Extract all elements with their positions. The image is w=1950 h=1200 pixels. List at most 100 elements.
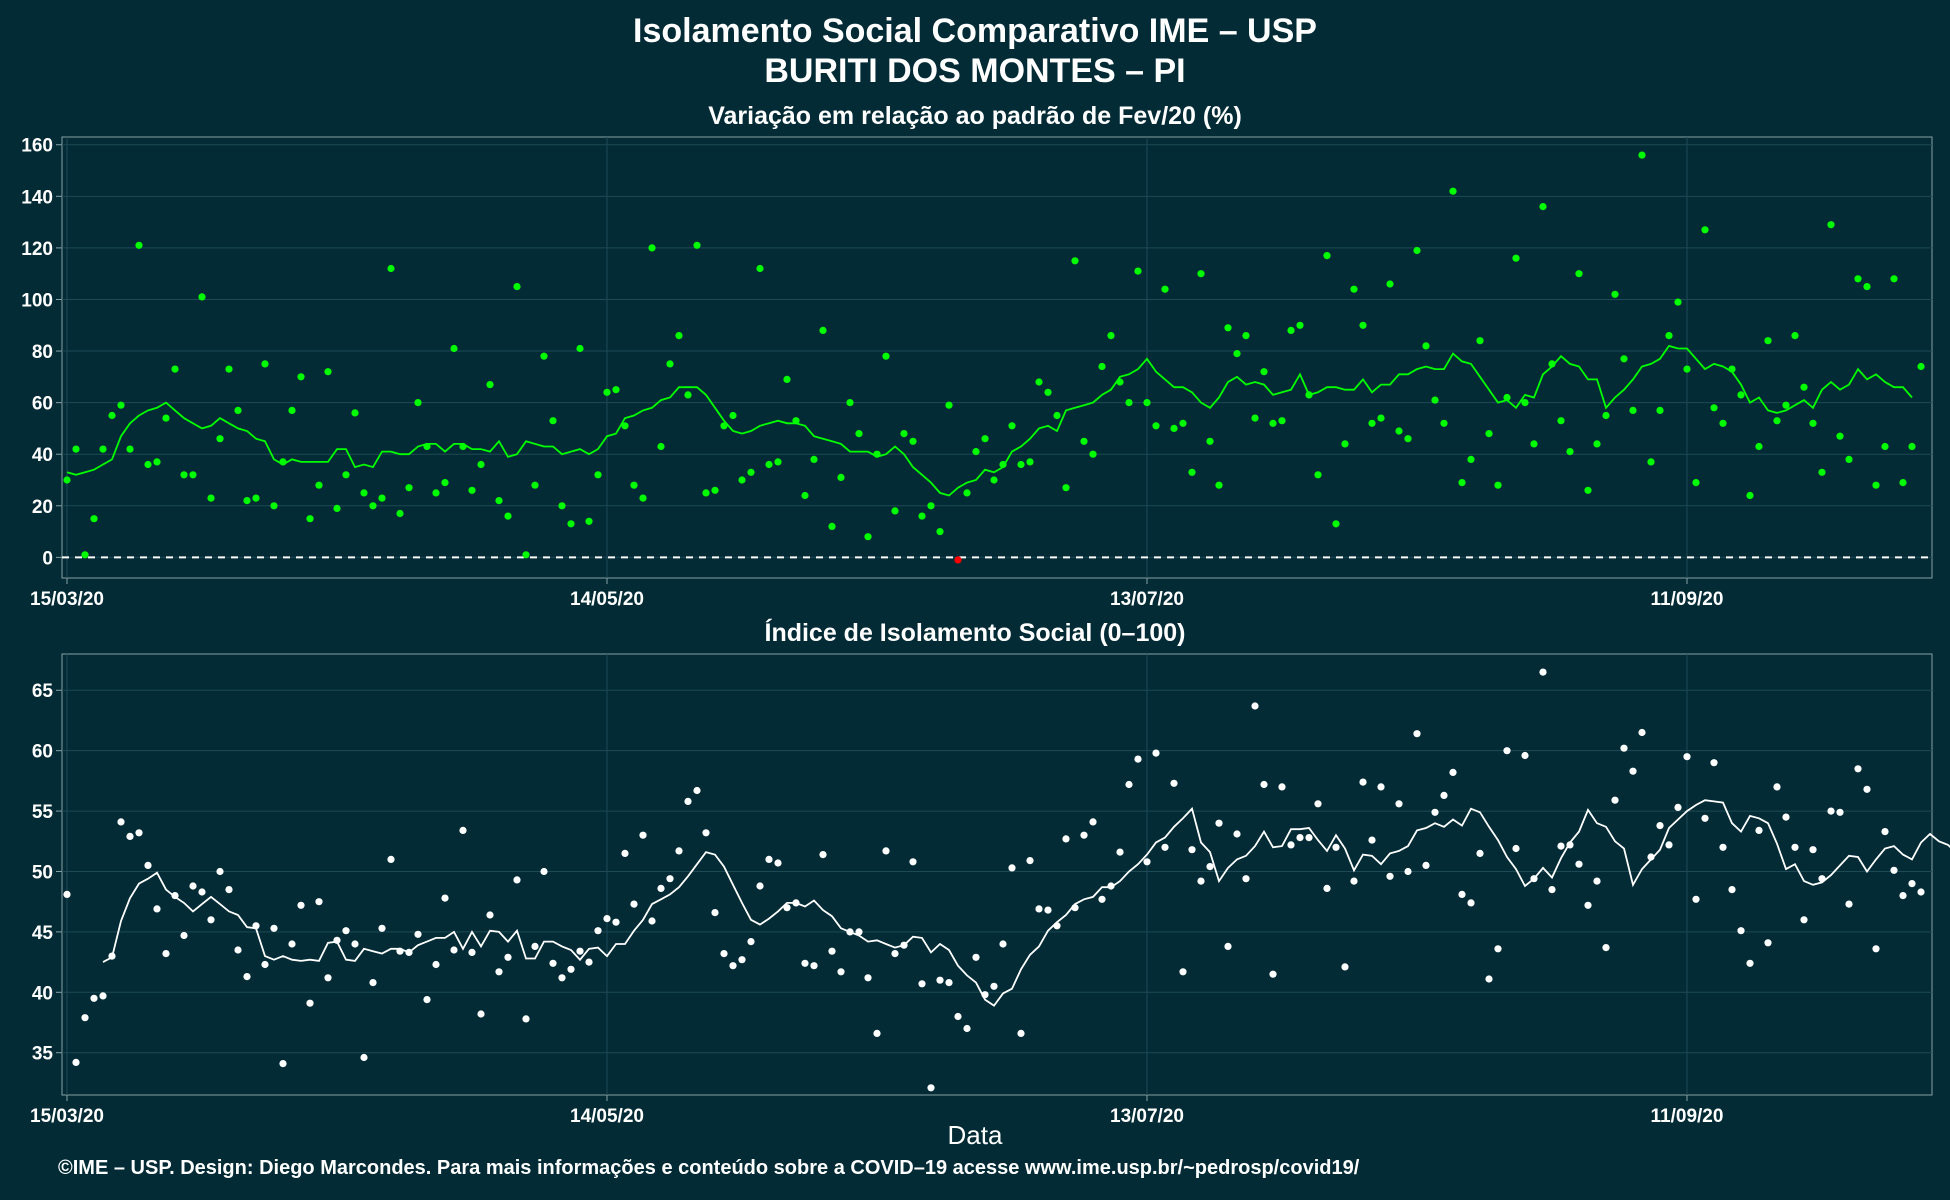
variation-data-point xyxy=(414,399,422,407)
variation-data-point xyxy=(1233,350,1241,358)
variation-data-point xyxy=(135,241,143,249)
variation-data-point xyxy=(1440,419,1448,427)
index-data-point xyxy=(1449,768,1457,777)
index-data-point xyxy=(441,894,449,902)
index-data-point xyxy=(1269,970,1277,978)
index-data-point xyxy=(1773,783,1781,791)
index-data-point xyxy=(162,950,170,958)
variation-data-point xyxy=(1476,337,1484,345)
index-y-tick-label: 55 xyxy=(32,802,54,823)
chart-title-line-1: Isolamento Social Comparativo IME – USP xyxy=(633,12,1317,50)
variation-data-point xyxy=(1152,422,1160,430)
index-data-point xyxy=(1584,901,1592,909)
index-data-point xyxy=(1440,791,1448,800)
index-data-point xyxy=(1872,945,1880,953)
variation-data-point xyxy=(180,471,188,479)
index-data-point xyxy=(639,831,647,839)
index-data-point xyxy=(1215,819,1223,827)
variation-data-point xyxy=(1260,368,1268,376)
variation-data-point xyxy=(540,352,548,360)
variation-data-point xyxy=(1341,440,1349,448)
variation-data-point xyxy=(90,515,98,523)
variation-data-point xyxy=(648,244,656,252)
index-data-point xyxy=(1737,927,1745,935)
index-data-point xyxy=(1422,861,1430,870)
index-data-point xyxy=(180,931,188,940)
index-data-point xyxy=(801,959,809,967)
index-data-point xyxy=(243,973,251,981)
variation-x-tick-label: 14/05/20 xyxy=(570,589,644,610)
index-data-point xyxy=(711,909,719,917)
index-data-point xyxy=(1080,831,1088,839)
variation-data-point xyxy=(855,430,863,438)
variation-data-point xyxy=(567,520,575,528)
variation-data-point xyxy=(1881,442,1889,451)
variation-data-point xyxy=(1404,435,1412,443)
variation-data-point xyxy=(342,471,350,479)
index-data-point xyxy=(783,904,791,912)
index-data-point xyxy=(1791,843,1799,851)
index-data-point xyxy=(495,968,503,976)
variation-data-point xyxy=(936,528,944,536)
variation-data-point xyxy=(441,479,449,487)
variation-data-point xyxy=(1485,430,1493,438)
index-data-point xyxy=(1386,872,1394,880)
variation-data-point xyxy=(1566,448,1574,456)
index-data-point xyxy=(189,882,197,890)
index-data-point xyxy=(819,851,827,859)
index-data-point xyxy=(1836,808,1844,816)
index-data-point xyxy=(1188,846,1196,854)
variation-data-point xyxy=(1683,365,1691,373)
variation-moving-average-line xyxy=(66,344,1913,497)
index-data-point xyxy=(1458,890,1466,899)
index-data-point xyxy=(1350,877,1358,885)
index-data-point xyxy=(693,786,701,795)
index-data-point xyxy=(207,916,215,924)
variation-data-point xyxy=(477,460,485,469)
variation-data-point xyxy=(585,517,593,525)
index-data-point xyxy=(1170,779,1178,787)
index-data-point xyxy=(117,818,125,826)
index-data-point xyxy=(1827,807,1835,815)
index-data-point xyxy=(1710,759,1718,767)
variation-data-point xyxy=(963,489,971,497)
index-data-point xyxy=(1107,882,1115,890)
index-data-point xyxy=(396,947,404,955)
index-data-point xyxy=(603,915,611,923)
variation-data-point xyxy=(522,551,530,559)
variation-data-point xyxy=(1269,419,1277,427)
index-data-point xyxy=(1557,842,1565,850)
index-data-point xyxy=(666,875,674,883)
variation-data-point xyxy=(1053,411,1061,420)
index-data-point xyxy=(1908,880,1916,888)
variation-data-point xyxy=(621,422,629,430)
index-data-point xyxy=(306,999,314,1007)
variation-data-point xyxy=(99,445,107,453)
index-data-point xyxy=(1143,858,1151,866)
variation-plot-frame xyxy=(61,136,1933,579)
variation-data-point xyxy=(405,484,413,492)
variation-data-point xyxy=(981,435,989,443)
variation-data-point xyxy=(801,491,809,500)
index-data-point xyxy=(1854,765,1862,773)
index-data-point xyxy=(81,1014,89,1022)
variation-data-point xyxy=(918,512,926,520)
variation-data-point xyxy=(549,417,557,425)
index-data-point xyxy=(1296,834,1304,842)
index-data-point xyxy=(423,996,431,1004)
index-data-point xyxy=(1071,904,1079,912)
index-data-point xyxy=(1656,822,1664,830)
variation-data-point xyxy=(1503,393,1511,402)
index-data-point xyxy=(1530,875,1538,883)
index-data-point xyxy=(450,946,458,954)
index-x-tick-label: 11/09/20 xyxy=(1651,1106,1724,1127)
variation-data-point xyxy=(774,458,782,466)
variation-data-point xyxy=(846,399,854,407)
index-data-point xyxy=(1629,767,1637,775)
variation-data-point xyxy=(783,375,791,383)
variation-data-point xyxy=(270,502,278,510)
index-data-point xyxy=(1251,702,1259,710)
index-data-point xyxy=(1053,922,1061,930)
variation-data-point xyxy=(81,551,89,559)
